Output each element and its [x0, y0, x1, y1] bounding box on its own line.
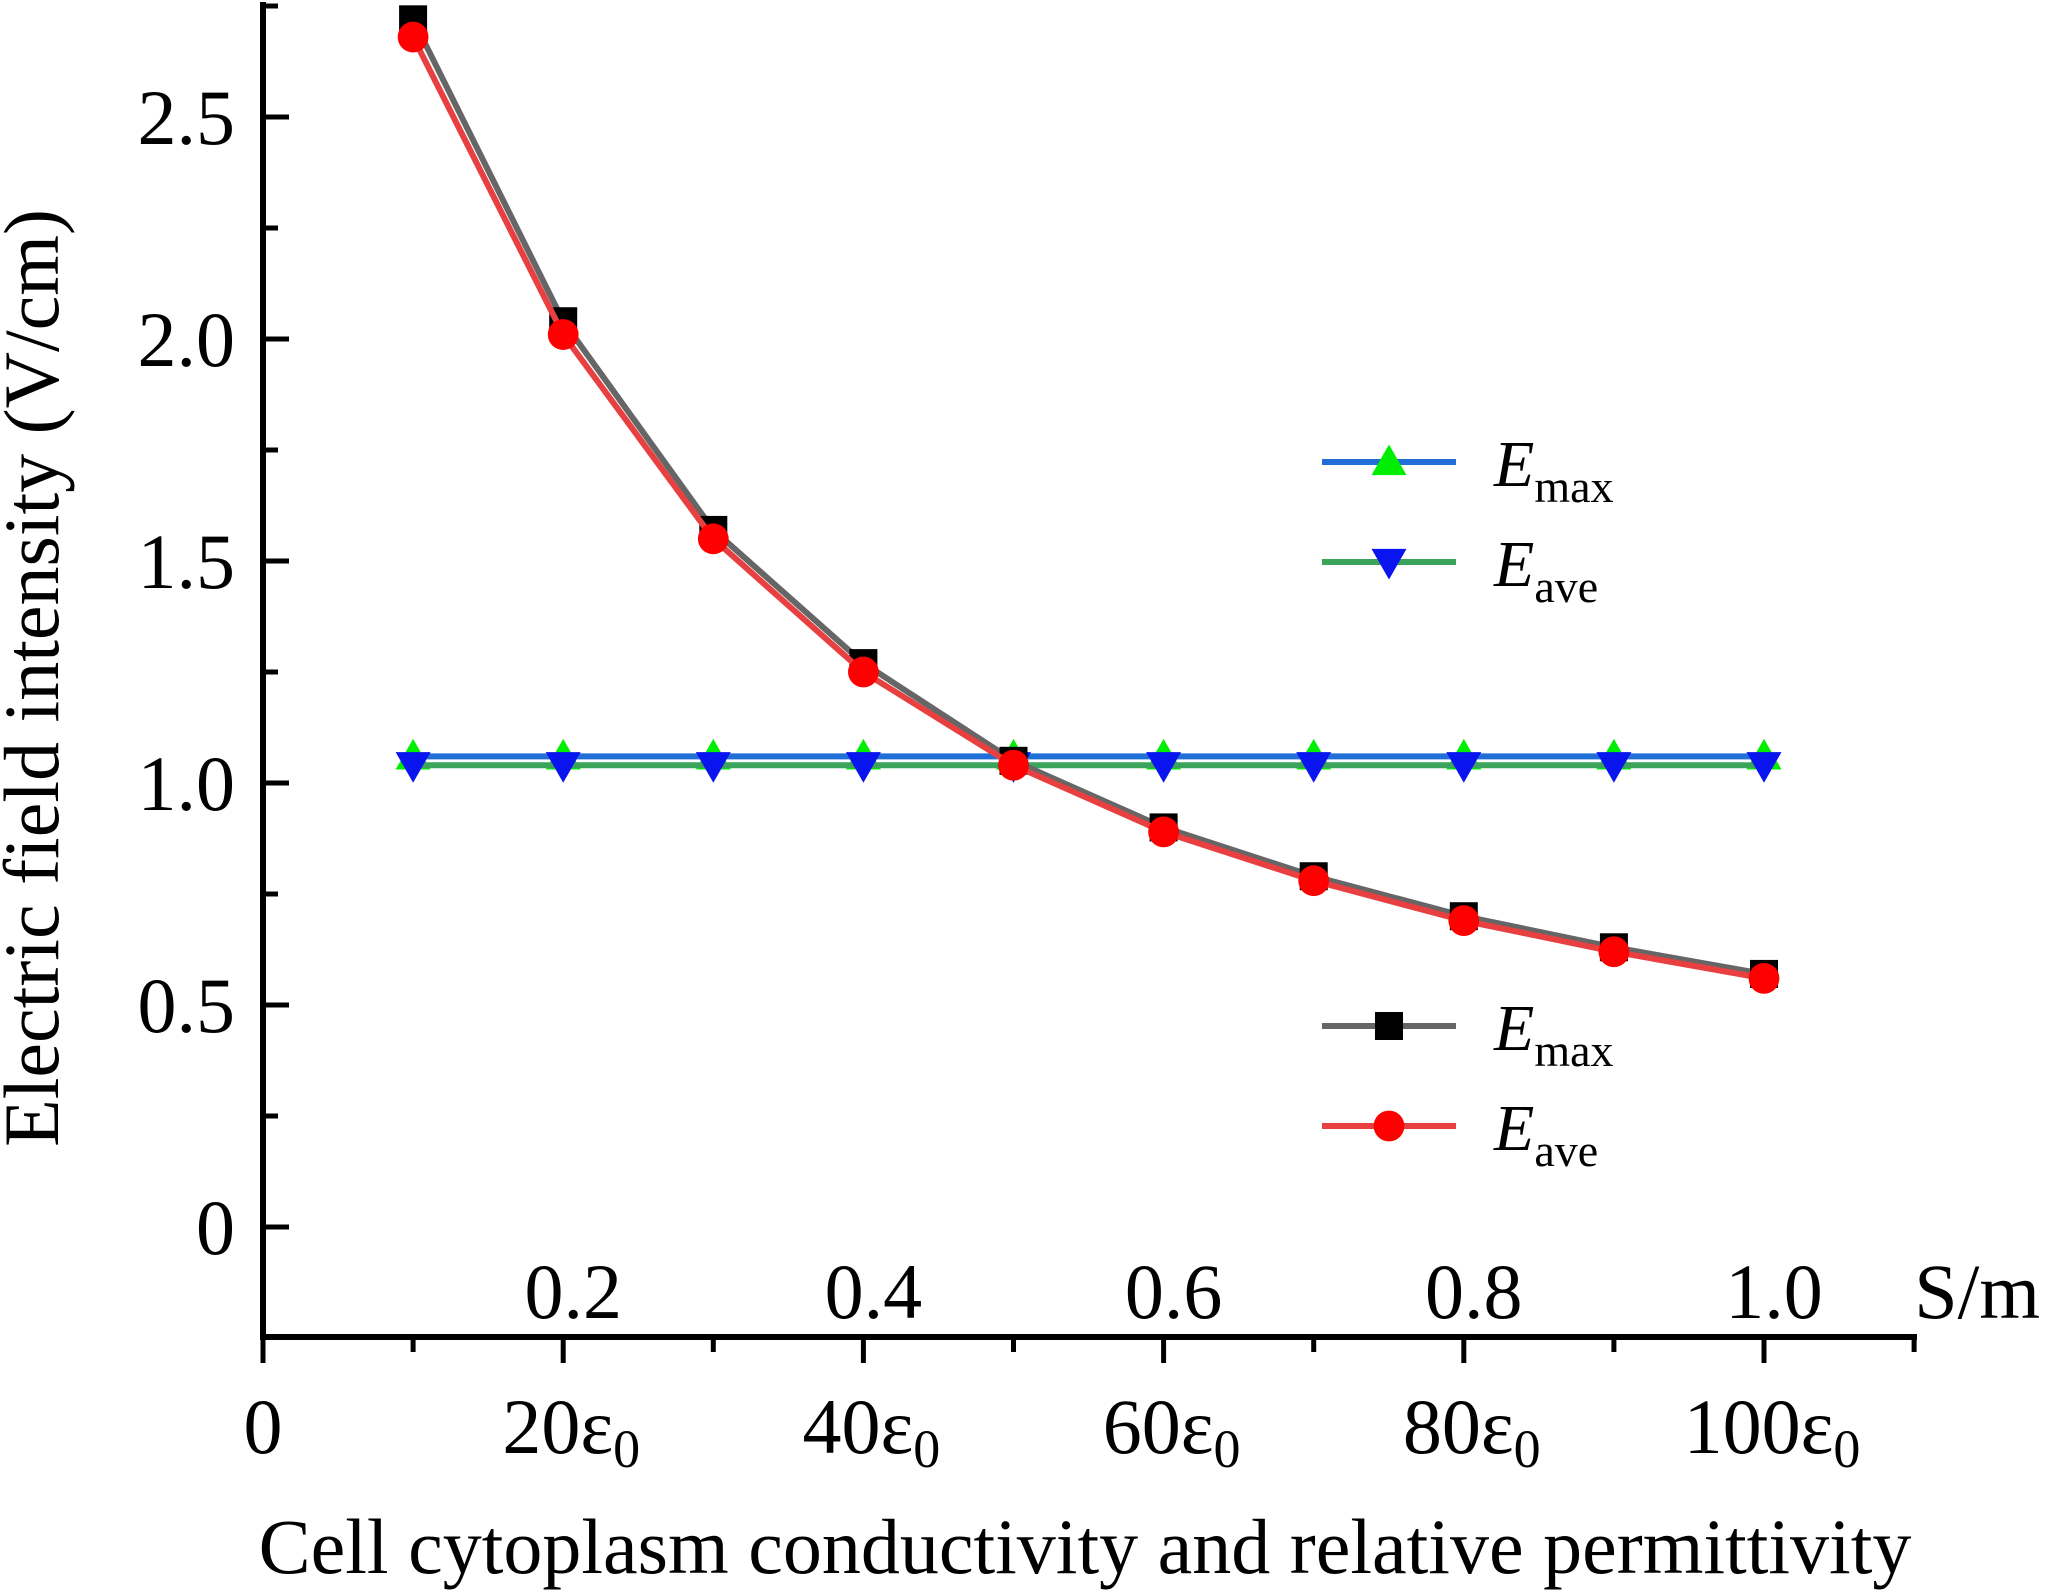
- data-point-perm-eave: [1598, 936, 1630, 968]
- legend-marker: [1371, 548, 1407, 580]
- legend-label: Eave: [1493, 1092, 1598, 1176]
- data-point-cond-eave: [395, 752, 431, 783]
- data-point-perm-eave: [1448, 905, 1480, 937]
- y-tick-label: 2.5: [138, 74, 236, 161]
- legend-label: Emax: [1493, 428, 1614, 512]
- tick-subscript: 0: [1514, 1419, 1541, 1479]
- x-conductivity-tick-label: 1.0: [1725, 1248, 1823, 1335]
- data-point-perm-eave: [848, 656, 879, 688]
- legend-marker: [1371, 444, 1407, 476]
- legend-subscript: ave: [1534, 561, 1598, 612]
- data-point-cond-eave: [1296, 752, 1332, 783]
- x-permittivity-tick-label: 0: [244, 1383, 283, 1470]
- series-cond-eave: [395, 752, 1782, 783]
- legend-symbol: E: [1493, 1092, 1534, 1165]
- tick-main: 100ε: [1684, 1383, 1834, 1470]
- legend-entry-cond-emax: Emax: [1322, 428, 1614, 512]
- data-point-cond-eave: [845, 752, 881, 783]
- tick-subscript: 0: [1213, 1419, 1240, 1479]
- data-point-perm-eave: [1748, 962, 1780, 994]
- x-conductivity-tick-label: 0.8: [1425, 1248, 1523, 1335]
- x-conductivity-tick-label: 0.4: [825, 1248, 923, 1335]
- legend-subscript: max: [1534, 461, 1613, 512]
- x-conductivity-tick-label: 0.6: [1125, 1248, 1223, 1335]
- data-point-cond-eave: [695, 752, 731, 783]
- series-perm-eave: [397, 21, 1780, 994]
- tick-main: 60ε: [1103, 1383, 1214, 1470]
- y-tick-label: 2.0: [138, 296, 236, 383]
- tick-main: 20ε: [502, 1383, 613, 1470]
- ticks: 00.51.01.52.02.50.2 0.4 0.6 0.8 1.0 S/m0 20ε0 4…: [138, 3, 2040, 1479]
- y-axis-title: Electric field intensity (V/cm): [0, 209, 75, 1147]
- legend-label: Eave: [1493, 528, 1598, 612]
- legend-subscript: max: [1534, 1025, 1613, 1076]
- legend-subscript: ave: [1534, 1125, 1598, 1176]
- series-line-perm-eave: [410, 35, 1765, 982]
- y-tick-label: 1.0: [138, 740, 236, 827]
- legend-symbol: E: [1493, 992, 1534, 1065]
- legend-entry-perm-emax: Emax: [1322, 992, 1614, 1076]
- tick-main: 40ε: [803, 1383, 914, 1470]
- data-point-cond-eave: [545, 752, 581, 783]
- axes: [260, 2, 1917, 1340]
- y-tick-label: 1.5: [138, 518, 236, 605]
- x-permittivity-tick-label: 100ε0: [1684, 1383, 1861, 1479]
- data-point-perm-eave: [397, 21, 429, 53]
- series-layer: [395, 5, 1782, 994]
- legend-entry-perm-eave: Eave: [1322, 1092, 1598, 1176]
- conductivity-unit-label: S/m: [1914, 1248, 2040, 1335]
- x-permittivity-tick-label: 60ε0: [1103, 1383, 1241, 1479]
- data-point-perm-eave: [998, 749, 1029, 781]
- data-point-perm-eave: [1148, 816, 1179, 848]
- tick-subscript: 0: [913, 1419, 940, 1479]
- tick-subscript: 0: [1833, 1419, 1860, 1479]
- legend-marker: [1375, 1012, 1403, 1040]
- series-line-perm-emax: [410, 17, 1765, 977]
- data-point-perm-eave: [697, 523, 729, 555]
- data-point-cond-eave: [1446, 752, 1482, 783]
- y-tick-label: 0.5: [138, 962, 236, 1049]
- tick-main: 0: [244, 1383, 283, 1470]
- x-permittivity-tick-label: 80ε0: [1403, 1383, 1541, 1479]
- data-point-perm-eave: [1298, 865, 1330, 897]
- data-point-cond-eave: [1146, 752, 1182, 783]
- data-point-cond-eave: [1746, 752, 1782, 783]
- legend-marker: [1373, 1110, 1405, 1142]
- data-point-perm-eave: [547, 319, 579, 350]
- legend-entry-cond-eave: Eave: [1322, 528, 1598, 612]
- x-conductivity-tick-label: 0.2: [524, 1248, 622, 1335]
- y-tick-label: 0: [196, 1184, 235, 1271]
- data-point-cond-eave: [1596, 752, 1632, 783]
- x-permittivity-tick-label: 40ε0: [803, 1383, 941, 1479]
- tick-main: 80ε: [1403, 1383, 1514, 1470]
- legend-symbol: E: [1493, 428, 1534, 501]
- tick-subscript: 0: [613, 1419, 640, 1479]
- x-permittivity-tick-label: 20ε0: [502, 1383, 640, 1479]
- x-axis-title: Cell cytoplasm conductivity and relative…: [259, 1503, 1912, 1590]
- legend-label: Emax: [1493, 992, 1614, 1076]
- legend-symbol: E: [1493, 528, 1534, 601]
